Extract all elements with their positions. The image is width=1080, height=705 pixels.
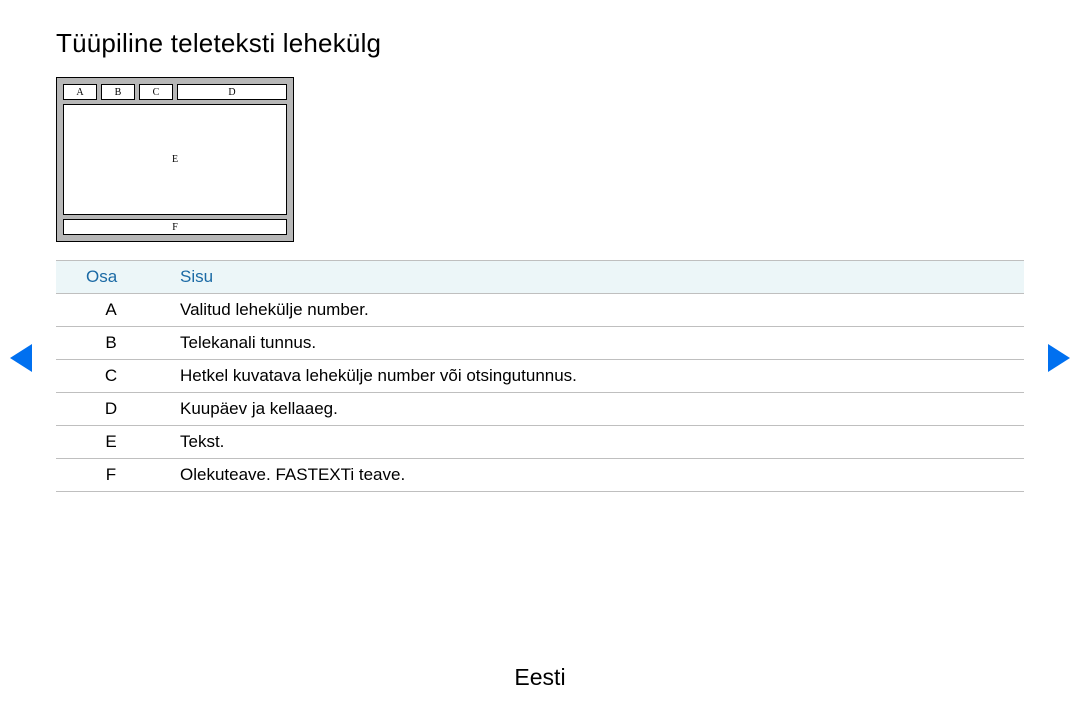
col-header-osa: Osa [56,261,166,294]
diagram-cell-a: A [63,84,97,100]
col-header-sisu: Sisu [166,261,1024,294]
cell-osa: B [56,327,166,360]
page: Tüüpiline teleteksti lehekülg A B C D E … [0,0,1080,705]
diagram-cell-e: E [63,104,287,215]
table-row: A Valitud lehekülje number. [56,294,1024,327]
cell-osa: A [56,294,166,327]
table-row: E Tekst. [56,426,1024,459]
cell-sisu: Valitud lehekülje number. [166,294,1024,327]
cell-osa: D [56,393,166,426]
cell-sisu: Olekuteave. FASTEXTi teave. [166,459,1024,492]
cell-sisu: Kuupäev ja kellaaeg. [166,393,1024,426]
diagram-cell-f: F [63,219,287,235]
table-row: B Telekanali tunnus. [56,327,1024,360]
page-title: Tüüpiline teleteksti lehekülg [56,28,1024,59]
cell-sisu: Telekanali tunnus. [166,327,1024,360]
table-body: A Valitud lehekülje number. B Telekanali… [56,294,1024,492]
cell-osa: C [56,360,166,393]
cell-sisu: Hetkel kuvatava lehekülje number või ots… [166,360,1024,393]
cell-osa: E [56,426,166,459]
table-row: F Olekuteave. FASTEXTi teave. [56,459,1024,492]
parts-table: Osa Sisu A Valitud lehekülje number. B T… [56,260,1024,492]
table-header: Osa Sisu [56,261,1024,294]
diagram-top-row: A B C D [63,84,287,100]
next-page-button[interactable] [1048,344,1070,372]
teletext-diagram: A B C D E F [56,77,294,242]
prev-page-button[interactable] [10,344,32,372]
cell-osa: F [56,459,166,492]
table-row: D Kuupäev ja kellaaeg. [56,393,1024,426]
cell-sisu: Tekst. [166,426,1024,459]
diagram-cell-d: D [177,84,287,100]
diagram-cell-c: C [139,84,173,100]
table-row: C Hetkel kuvatava lehekülje number või o… [56,360,1024,393]
diagram-cell-b: B [101,84,135,100]
footer-language: Eesti [0,664,1080,691]
